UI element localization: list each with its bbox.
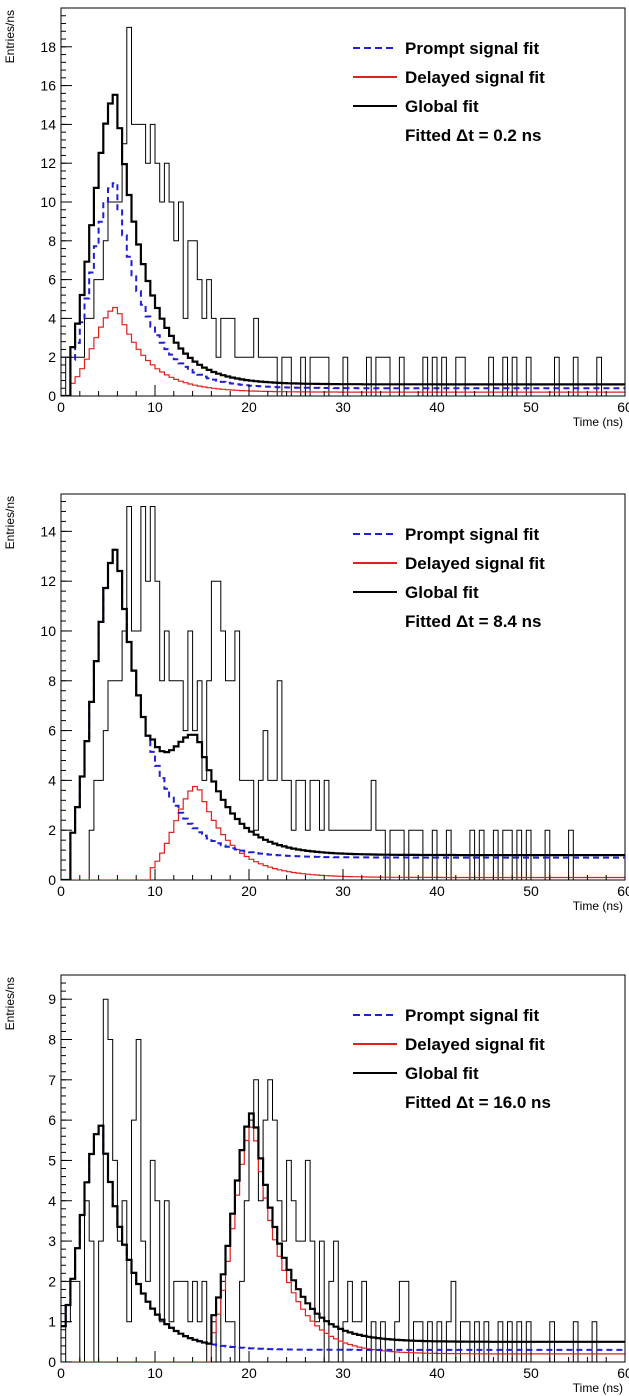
panel-bottom: 0 10 20 30 40 50 60 0 1 2 3 4 5 6 7 8 9 Time (ns) Entries/…: [3, 974, 629, 1395]
y-tick-label: 10: [40, 194, 56, 210]
fit-annotation: Fitted Δt = 0.2 ns: [405, 126, 541, 145]
data-histogram: [61, 998, 625, 1362]
x-axis-title: Time (ns): [573, 415, 623, 429]
legend-label: Delayed signal fit: [405, 554, 545, 573]
y-tick-label: 6: [48, 1112, 56, 1128]
x-tick-label: 0: [57, 399, 65, 415]
fit-annotation: Fitted Δt = 16.0 ns: [405, 1093, 551, 1112]
legend-label: Global fit: [405, 97, 479, 116]
y-tick-label: 14: [40, 116, 56, 132]
y-tick-label: 8: [48, 1032, 56, 1048]
delayed-fit-curve: [61, 785, 625, 880]
x-axis-title: Time (ns): [573, 899, 623, 913]
x-tick-label: 0: [57, 883, 65, 899]
x-tick-label: 60: [617, 1365, 629, 1381]
y-tick-label: 8: [48, 233, 56, 249]
y-tick-label: 16: [40, 78, 56, 94]
x-tick-label: 20: [241, 1365, 257, 1381]
data-histogram: [61, 26, 625, 396]
y-tick-label: 0: [48, 872, 56, 888]
x-tick-label: 10: [147, 399, 163, 415]
y-tick-label: 4: [48, 772, 56, 788]
x-tick-label: 30: [335, 883, 351, 899]
y-axis-title: Entries/ns: [3, 977, 17, 1030]
fit-annotation: Fitted Δt = 8.4 ns: [405, 612, 541, 631]
y-tick-label: 8: [48, 673, 56, 689]
y-tick-label: 1: [48, 1314, 56, 1330]
x-tick-label: 0: [57, 1365, 65, 1381]
x-axis-title: Time (ns): [573, 1381, 623, 1395]
y-tick-label: 2: [48, 1273, 56, 1289]
y-tick-label: 12: [40, 155, 56, 171]
y-tick-label: 0: [48, 1354, 56, 1370]
legend-label: Global fit: [405, 583, 479, 602]
y-tick-label: 18: [40, 39, 56, 55]
legend-label: Prompt signal fit: [405, 39, 539, 58]
legend-label: Delayed signal fit: [405, 1035, 545, 1054]
y-axis-title: Entries/ns: [3, 10, 17, 63]
delayed-fit-curve: [61, 306, 625, 396]
panel-top: 0 10 20 30 40 50 60 0 2 4 6 8 10 12 14 16 18 Time (ns) Ent…: [3, 7, 629, 429]
x-tick-label: 40: [429, 883, 445, 899]
x-tick-label: 20: [241, 399, 257, 415]
panel-middle: 0 10 20 30 40 50 60 0 2 4 6 8 10 12 14 Time (ns) Entries…: [3, 493, 629, 913]
x-tick-label: 20: [241, 883, 257, 899]
x-tick-label: 40: [429, 1365, 445, 1381]
plot-frame: [60, 974, 626, 1363]
x-tick-label: 50: [523, 399, 539, 415]
global-fit-curve: [61, 548, 625, 880]
y-tick-label: 2: [48, 822, 56, 838]
global-fit-curve: [61, 93, 625, 396]
y-tick-label: 10: [40, 623, 56, 639]
x-tick-label: 10: [147, 1365, 163, 1381]
y-tick-label: 6: [48, 272, 56, 288]
x-tick-label: 60: [617, 883, 629, 899]
legend-label: Global fit: [405, 1064, 479, 1083]
y-tick-label: 2: [48, 349, 56, 365]
y-tick-label: 14: [40, 523, 56, 539]
y-tick-label: 4: [48, 1193, 56, 1209]
x-tick-label: 30: [335, 399, 351, 415]
data-histogram: [61, 506, 625, 880]
y-tick-label: 4: [48, 310, 56, 326]
legend-label: Prompt signal fit: [405, 525, 539, 544]
y-tick-label: 5: [48, 1152, 56, 1168]
y-tick-label: 7: [48, 1072, 56, 1088]
y-axis-title: Entries/ns: [3, 496, 17, 549]
plot-frame: [60, 7, 626, 397]
y-tick-label: 9: [48, 991, 56, 1007]
x-tick-label: 50: [523, 1365, 539, 1381]
y-tick-label: 6: [48, 723, 56, 739]
y-tick-label: 0: [48, 388, 56, 404]
prompt-fit-curve: [61, 1124, 625, 1351]
global-fit-curve: [61, 1112, 625, 1345]
prompt-fit-curve: [61, 548, 625, 880]
x-tick-label: 60: [617, 399, 629, 415]
x-tick-label: 40: [429, 399, 445, 415]
y-tick-label: 3: [48, 1233, 56, 1249]
legend-label: Delayed signal fit: [405, 68, 545, 87]
legend-label: Prompt signal fit: [405, 1006, 539, 1025]
x-tick-label: 50: [523, 883, 539, 899]
x-tick-label: 30: [335, 1365, 351, 1381]
x-tick-label: 10: [147, 883, 163, 899]
prompt-fit-curve: [61, 182, 625, 396]
delayed-fit-curve: [61, 1126, 625, 1362]
y-tick-label: 12: [40, 573, 56, 589]
